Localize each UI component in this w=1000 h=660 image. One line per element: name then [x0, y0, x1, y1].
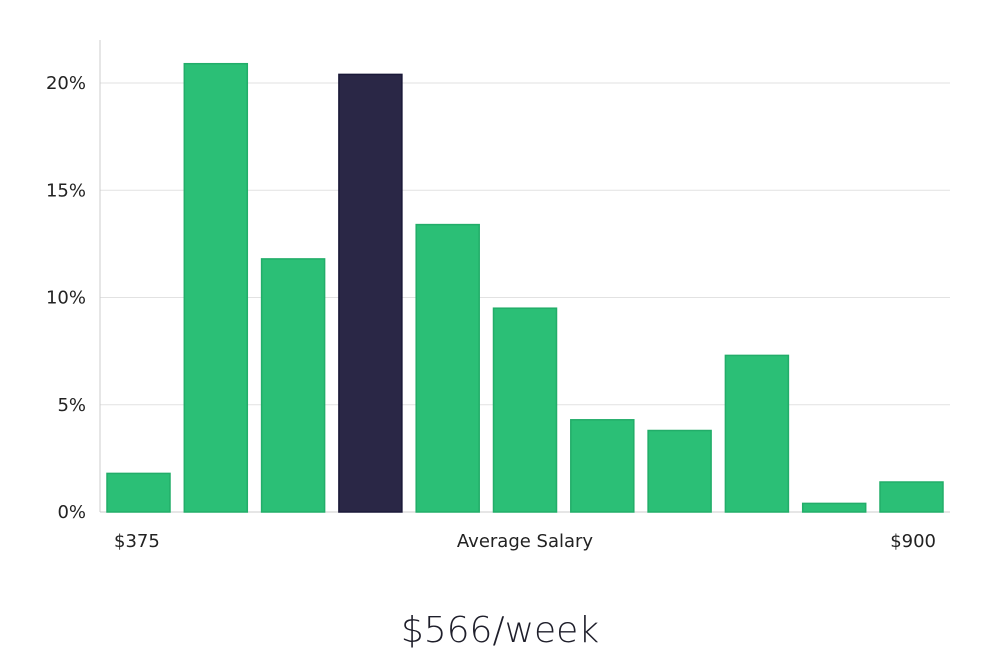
bar — [492, 307, 558, 513]
x-label-center: Average Salary — [457, 531, 594, 552]
bar — [415, 223, 480, 513]
bar — [106, 472, 171, 513]
bar — [183, 62, 249, 513]
x-label-start: $375 — [114, 531, 160, 552]
average-salary-headline: $566/week — [400, 610, 600, 651]
bars — [106, 62, 944, 513]
y-tick-label: 0% — [57, 502, 86, 523]
bar — [260, 258, 326, 513]
bar — [724, 354, 790, 513]
y-tick-label: 15% — [46, 180, 86, 201]
y-tick-label: 10% — [46, 288, 86, 309]
x-label-end: $900 — [890, 531, 936, 552]
bar — [801, 502, 867, 513]
bar-highlighted — [338, 73, 403, 513]
bar — [647, 429, 712, 513]
bar — [570, 419, 635, 513]
salary-histogram: 0% 5% 10% 15% 20% $375 Average Salary $900 — [46, 40, 950, 552]
y-tick-labels: 0% 5% 10% 15% 20% — [46, 73, 86, 523]
bar — [879, 481, 944, 513]
y-tick-label: 20% — [46, 73, 86, 94]
y-tick-label: 5% — [57, 395, 86, 416]
